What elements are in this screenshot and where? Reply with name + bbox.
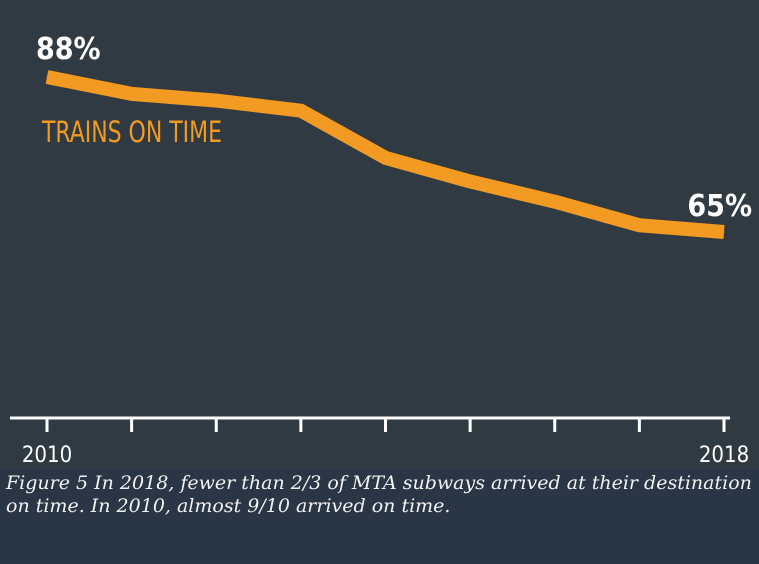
data-point [554, 201, 556, 203]
data-point [215, 100, 217, 102]
data-labels: 88% 65% [36, 32, 752, 224]
line-chart: 2010 2018 88% 65% TRAINS ON TIME [10, 32, 752, 468]
figure-caption: Figure 5 In 2018, fewer than 2/3 of MTA … [0, 470, 759, 564]
x-tick-label: 2010 [22, 443, 72, 468]
data-point [385, 157, 386, 159]
data-point [638, 224, 640, 226]
chart-area: 2010 2018 88% 65% TRAINS ON TIME [10, 32, 752, 468]
data-point [46, 76, 48, 78]
data-label: 65% [687, 189, 752, 224]
data-point [723, 231, 725, 233]
series-line [45, 70, 725, 239]
series-line-group [45, 70, 725, 239]
x-axis: 2010 2018 [10, 416, 749, 468]
data-point [469, 180, 471, 182]
series-label: TRAINS ON TIME [41, 115, 222, 149]
data-point [131, 93, 133, 95]
x-tick-label: 2018 [699, 443, 749, 468]
data-label: 88% [36, 32, 101, 67]
data-point [300, 110, 302, 112]
